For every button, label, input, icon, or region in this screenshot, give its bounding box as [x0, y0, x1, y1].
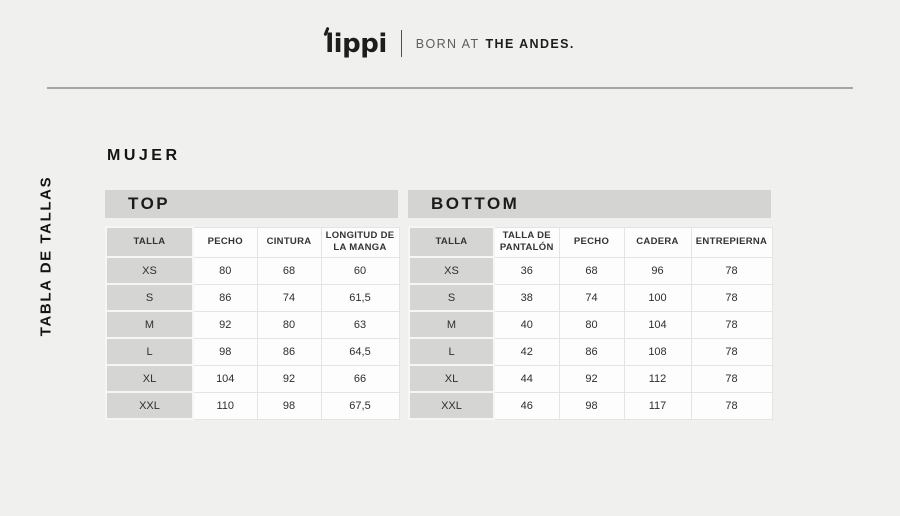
tagline-bold-text: THE ANDES. [485, 36, 575, 51]
size-label-cell: L [105, 337, 194, 366]
measurement-cell: 78 [690, 256, 773, 285]
measurement-cell: 78 [690, 310, 773, 339]
measurement-cell: 36 [493, 256, 560, 285]
table-row: M 40 80 104 78 [408, 310, 773, 339]
measure-column-header: CINTURA [256, 226, 322, 258]
measure-column-header: PECHO [192, 226, 258, 258]
measurement-cell: 86 [256, 337, 322, 366]
measurement-cell: 64,5 [320, 337, 400, 366]
measurement-cell: 110 [192, 391, 258, 420]
measurement-cell: 104 [192, 364, 258, 393]
measurement-cell: 68 [256, 256, 322, 285]
table-row: XL 104 92 66 [105, 364, 400, 393]
brand-header: lippi BORN AT THE ANDES. [0, 26, 900, 59]
size-label-cell: S [105, 283, 194, 312]
size-label-cell: XXL [408, 391, 495, 420]
size-column-header: TALLA [105, 226, 194, 258]
measure-column-header: ENTREPIERNA [690, 226, 773, 258]
table-header-row: TALLA TALLA DE PANTALÓN PECHO CADERA ENTREPI… [408, 226, 773, 258]
table-row: XS 36 68 96 78 [408, 256, 773, 285]
table-row: L 42 86 108 78 [408, 337, 773, 366]
bottom-section-header-bar: BOTTOM [408, 190, 771, 218]
measurement-cell: 108 [623, 337, 692, 366]
size-label-cell: XS [408, 256, 495, 285]
measurement-cell: 60 [320, 256, 400, 285]
table-row: S 38 74 100 78 [408, 283, 773, 312]
measurement-cell: 92 [192, 310, 258, 339]
measurement-cell: 78 [690, 337, 773, 366]
size-label-cell: XS [105, 256, 194, 285]
gender-heading: MUJER [107, 147, 181, 164]
measurement-cell: 80 [558, 310, 625, 339]
size-label-cell: XL [408, 364, 495, 393]
bottom-section-title: BOTTOM [431, 194, 520, 213]
brand-logo: lippi [323, 26, 387, 59]
measurement-cell: 92 [558, 364, 625, 393]
measurement-cell: 92 [256, 364, 322, 393]
size-label-cell: L [408, 337, 495, 366]
table-row: L 98 86 64,5 [105, 337, 400, 366]
measurement-cell: 80 [192, 256, 258, 285]
measurement-cell: 38 [493, 283, 560, 312]
size-label-cell: S [408, 283, 495, 312]
vertical-chart-title: TABLA DE TALLAS [37, 175, 55, 337]
size-label-cell: M [105, 310, 194, 339]
measurement-cell: 66 [320, 364, 400, 393]
measure-column-header: CADERA [623, 226, 692, 258]
measurement-cell: 46 [493, 391, 560, 420]
measurement-cell: 117 [623, 391, 692, 420]
measure-column-header: LONGITUD DE LA MANGA [320, 226, 400, 258]
measure-column-header: PECHO [558, 226, 625, 258]
tagline-regular-text: BORN AT [415, 36, 480, 51]
table-row: M 92 80 63 [105, 310, 400, 339]
header-vertical-divider [400, 30, 402, 57]
measurement-cell: 42 [493, 337, 560, 366]
table-header-row: TALLA PECHO CINTURA LONGITUD DE LA MANGA [105, 226, 400, 258]
header-horizontal-rule [47, 87, 853, 89]
measurement-cell: 63 [320, 310, 400, 339]
measurement-cell: 67,5 [320, 391, 400, 420]
table-row: S 86 74 61,5 [105, 283, 400, 312]
measurement-cell: 74 [256, 283, 322, 312]
measurement-cell: 40 [493, 310, 560, 339]
top-size-table-section: TOP TALLA PECHO CINTURA LONGITUD DE LA MANG… [105, 190, 400, 420]
measurement-cell: 112 [623, 364, 692, 393]
measurement-cell: 78 [690, 364, 773, 393]
table-row: XXL 110 98 67,5 [105, 391, 400, 420]
bottom-size-table: TALLA TALLA DE PANTALÓN PECHO CADERA ENTREPI… [408, 226, 773, 420]
size-column-header: TALLA [408, 226, 495, 258]
brand-tagline: BORN AT THE ANDES. [416, 37, 575, 51]
measurement-cell: 78 [690, 391, 773, 420]
measurement-cell: 80 [256, 310, 322, 339]
size-label-cell: XXL [105, 391, 194, 420]
measurement-cell: 44 [493, 364, 560, 393]
measurement-cell: 61,5 [320, 283, 400, 312]
measurement-cell: 98 [192, 337, 258, 366]
table-row: XS 80 68 60 [105, 256, 400, 285]
measurement-cell: 96 [623, 256, 692, 285]
top-section-header-bar: TOP [105, 190, 398, 218]
size-label-cell: XL [105, 364, 194, 393]
top-size-table: TALLA PECHO CINTURA LONGITUD DE LA MANGA XS 8… [105, 226, 400, 420]
table-row: XXL 46 98 117 78 [408, 391, 773, 420]
brand-logo-text: lippi [325, 28, 387, 59]
measurement-cell: 104 [623, 310, 692, 339]
top-section-title: TOP [128, 194, 171, 213]
measurement-cell: 74 [558, 283, 625, 312]
measurement-cell: 86 [192, 283, 258, 312]
measurement-cell: 68 [558, 256, 625, 285]
bottom-size-table-section: BOTTOM TALLA TALLA DE PANTALÓN PECHO CADERA… [408, 190, 773, 420]
measurement-cell: 86 [558, 337, 625, 366]
measure-column-header: TALLA DE PANTALÓN [493, 226, 560, 258]
measurement-cell: 98 [558, 391, 625, 420]
table-row: XL 44 92 112 78 [408, 364, 773, 393]
measurement-cell: 100 [623, 283, 692, 312]
measurement-cell: 78 [690, 283, 773, 312]
size-label-cell: M [408, 310, 495, 339]
measurement-cell: 98 [256, 391, 322, 420]
